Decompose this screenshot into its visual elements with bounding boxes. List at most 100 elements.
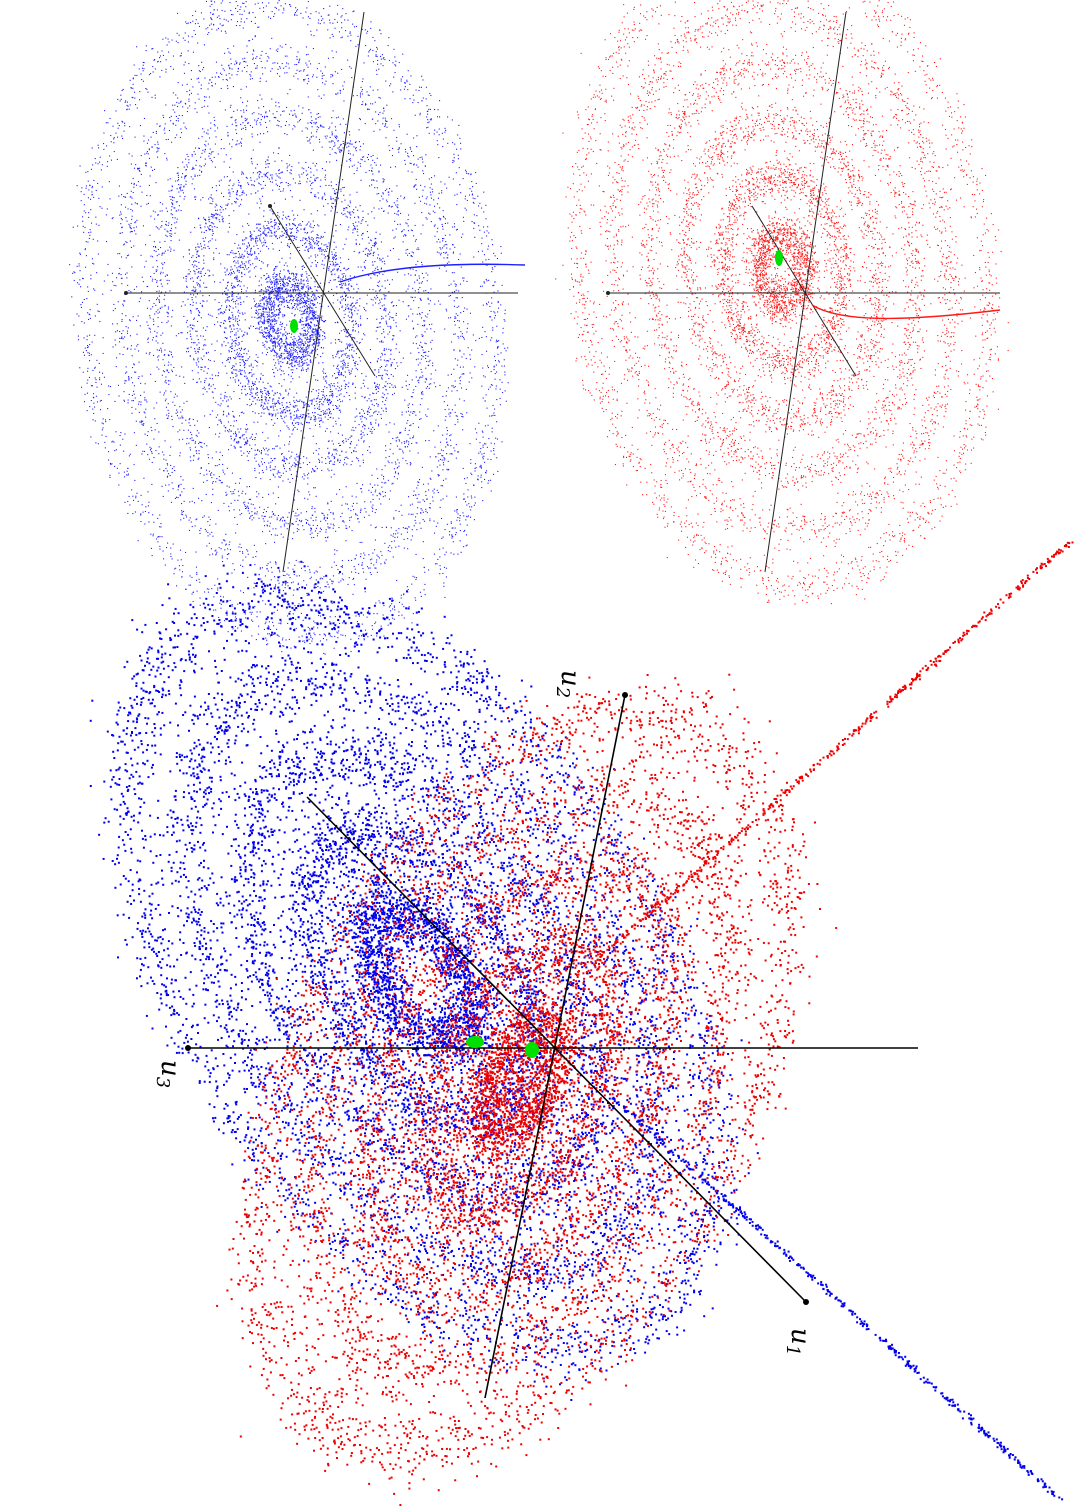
attractor-point [414, 411, 415, 412]
attractor-point [202, 517, 203, 518]
attractor-point [340, 124, 341, 125]
attractor-point [412, 313, 413, 314]
attractor-point [300, 334, 301, 335]
attractor-point [374, 261, 375, 262]
attractor-point [382, 354, 383, 355]
attractor-point [152, 279, 153, 280]
attractor-point [194, 260, 195, 261]
attractor-point [192, 36, 193, 37]
attractor-point [438, 460, 439, 461]
attractor-point [365, 221, 366, 222]
attractor-point [352, 344, 353, 345]
attractor-point [276, 285, 277, 286]
attractor-point [334, 383, 335, 384]
attractor-point [299, 561, 300, 562]
attractor-point [340, 224, 341, 225]
attractor-point [273, 475, 274, 476]
attractor-point [321, 16, 322, 17]
attractor-point [236, 63, 237, 64]
attractor-point [438, 301, 439, 302]
attractor-point [401, 615, 402, 616]
attractor-point [245, 127, 246, 128]
attractor-point [372, 168, 373, 169]
attractor-point [333, 203, 334, 204]
attractor-point [331, 567, 332, 568]
attractor-point [449, 531, 450, 532]
attractor-point [172, 214, 173, 215]
attractor-point [319, 460, 320, 461]
attractor-point [261, 395, 262, 396]
attractor-point [385, 310, 386, 311]
attractor-point [353, 146, 354, 147]
attractor-point [362, 624, 363, 625]
attractor-point [174, 197, 175, 198]
attractor-point [214, 124, 215, 125]
attractor-point [371, 184, 372, 185]
attractor-point [244, 444, 245, 445]
attractor-point [139, 168, 140, 169]
attractor-point [417, 507, 418, 508]
attractor-point [299, 310, 300, 311]
attractor-point [369, 254, 370, 255]
attractor-point [497, 311, 498, 312]
attractor-point [309, 422, 310, 423]
attractor-point [93, 180, 94, 181]
attractor-point [232, 14, 233, 15]
attractor-point [201, 317, 202, 318]
attractor-point [260, 568, 261, 569]
attractor-point [251, 504, 252, 505]
attractor-point [446, 552, 447, 553]
attractor-point [296, 521, 297, 522]
attractor-point [333, 426, 334, 427]
attractor-point [376, 47, 377, 48]
attractor-point [170, 475, 171, 476]
attractor-point [329, 587, 330, 588]
attractor-point [335, 252, 336, 253]
attractor-point [280, 279, 281, 280]
attractor-point [245, 429, 246, 430]
attractor-point [261, 453, 262, 454]
attractor-point [456, 313, 457, 314]
attractor-point [303, 237, 304, 238]
attractor-point [209, 97, 210, 98]
attractor-point [366, 418, 367, 419]
attractor-point [111, 441, 112, 442]
attractor-point [305, 304, 306, 305]
attractor-point [310, 419, 311, 420]
attractor-point [232, 367, 233, 368]
attractor-point [228, 399, 229, 400]
attractor-point [328, 242, 329, 243]
attractor-point [346, 464, 347, 465]
attractor-point [257, 100, 258, 101]
attractor-point [377, 193, 378, 194]
attractor-point [97, 310, 98, 311]
attractor-point [371, 211, 372, 212]
attractor-point [370, 103, 371, 104]
attractor-point [171, 416, 172, 417]
attractor-point [301, 366, 302, 367]
attractor-point [425, 331, 426, 332]
attractor-point [285, 66, 286, 67]
attractor-point [245, 508, 246, 509]
attractor-point [487, 304, 488, 305]
attractor-point [103, 149, 104, 150]
attractor-point [275, 352, 276, 353]
attractor-point [100, 409, 101, 410]
attractor-point [216, 62, 217, 63]
attractor-point [219, 185, 220, 186]
attractor-point [251, 635, 252, 636]
attractor-point [231, 312, 232, 313]
attractor-point [183, 277, 184, 278]
attractor-point [234, 253, 235, 254]
attractor-point [286, 297, 287, 298]
attractor-point [308, 1, 309, 2]
attractor-point [481, 243, 482, 244]
attractor-point [275, 267, 276, 268]
attractor-point [335, 262, 336, 263]
attractor-point [266, 397, 267, 398]
attractor-point [316, 496, 317, 497]
attractor-point [232, 296, 233, 297]
attractor-point [314, 281, 315, 282]
attractor-point [169, 191, 170, 192]
attractor-point [157, 541, 158, 542]
